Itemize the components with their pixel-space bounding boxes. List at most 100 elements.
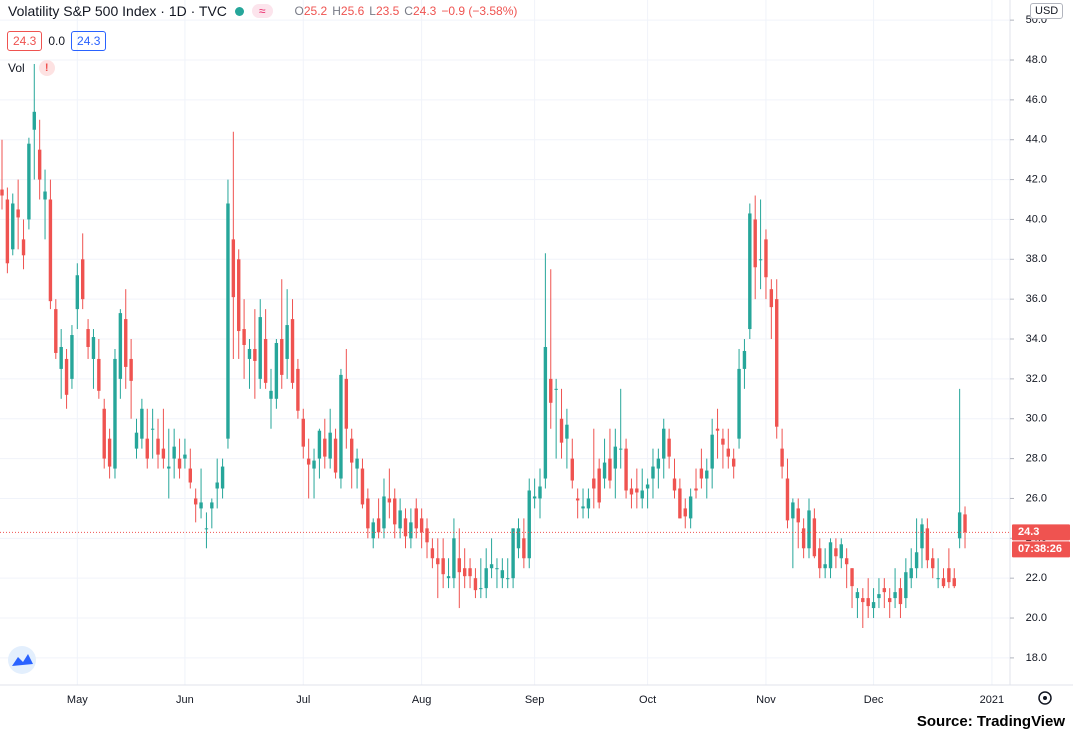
candle-body — [629, 488, 634, 495]
candle-body — [753, 219, 757, 268]
candle-body — [619, 448, 623, 450]
candle-body — [419, 518, 424, 533]
candle-body — [16, 209, 20, 218]
candle-body — [602, 462, 607, 479]
candle-body — [188, 468, 192, 483]
candle-body — [801, 528, 806, 549]
candle-body — [172, 446, 176, 459]
currency[interactable]: USD — [1030, 3, 1064, 19]
candle-body — [446, 576, 451, 579]
candle-body — [941, 578, 946, 587]
y-tick-label: 38.0 — [1026, 253, 1047, 265]
candle-body — [70, 335, 74, 379]
candle-body — [344, 378, 349, 429]
candle-body — [398, 510, 402, 529]
bid[interactable]: 24.3 — [7, 31, 43, 51]
candle-body — [791, 502, 795, 519]
candle-body — [834, 548, 838, 557]
settings-icon[interactable] — [1038, 691, 1052, 705]
y-tick-label: 32.0 — [1026, 373, 1047, 385]
candle-body — [296, 368, 300, 411]
candle-body — [855, 592, 860, 599]
x-tick-label: 2021 — [980, 694, 1004, 706]
candle-body — [457, 558, 461, 573]
candle-body — [150, 428, 155, 430]
x-tick-label: Sep — [525, 694, 545, 706]
candle-body — [769, 289, 774, 308]
market-status — [234, 6, 244, 16]
candle-body — [575, 498, 580, 501]
candle-body — [914, 552, 919, 569]
countdown-tag — [1012, 541, 1070, 558]
candle-body — [893, 592, 897, 599]
candle-body — [904, 572, 908, 599]
quote-row: 24.3 0.0 24.3 — [7, 31, 107, 51]
candle-body — [785, 478, 790, 521]
candle-body — [473, 578, 478, 591]
candle-body — [161, 448, 166, 459]
y-tick-label: 26.0 — [1026, 492, 1047, 504]
candle-body — [274, 342, 279, 399]
x-tick-label: Dec — [864, 694, 884, 706]
warning-icon[interactable]: ! — [38, 60, 55, 76]
candle-body — [780, 448, 784, 467]
candle-body — [559, 418, 564, 443]
x-tick-label: Oct — [639, 694, 656, 706]
candle-body — [253, 348, 257, 361]
volume-label[interactable]: Vol — [8, 61, 25, 75]
candle-body — [667, 438, 671, 457]
candle-body — [145, 438, 149, 459]
candle-body — [107, 438, 112, 467]
candle-body — [721, 438, 725, 445]
candle-body — [21, 239, 26, 256]
candle-body — [328, 432, 332, 459]
compare-icon[interactable]: ≈ — [251, 4, 273, 18]
candle-body — [624, 448, 628, 491]
candle-body — [43, 191, 47, 200]
ask[interactable]: 24.3 — [71, 31, 107, 51]
y-tick-label: 20.0 — [1026, 612, 1047, 624]
candle-body — [0, 189, 4, 196]
ohlc-legend: O25.2 H25.6 L23.5 C24.3 −0.9 (−3.58%) — [295, 4, 518, 18]
candle-body — [247, 348, 252, 359]
candle-body — [688, 496, 693, 519]
y-tick-label: 36.0 — [1026, 293, 1047, 305]
candle-body — [280, 339, 284, 375]
candle-body — [220, 466, 225, 489]
candle-body — [672, 478, 677, 491]
candle-body — [129, 358, 133, 381]
candle-body — [489, 564, 494, 569]
candle-body — [586, 498, 591, 509]
source: Source: TradingView — [916, 713, 1065, 730]
candle-body — [554, 388, 558, 390]
candle-body — [705, 470, 709, 479]
y-tick-label: 48.0 — [1026, 54, 1047, 66]
candle-body — [312, 460, 316, 469]
candle-body — [81, 259, 85, 300]
candle-body — [5, 199, 10, 264]
candle-body — [742, 350, 747, 369]
candle-body — [807, 510, 811, 549]
candle-body — [527, 490, 531, 559]
candle-body — [715, 428, 720, 431]
candle-body — [333, 438, 338, 473]
candle-body — [409, 522, 413, 539]
candle-body — [957, 512, 962, 539]
symbol-title[interactable]: Volatility S&P 500 Index · 1D · TVC — [8, 3, 227, 19]
candle-body — [861, 598, 865, 603]
candle-body — [301, 418, 305, 447]
candle-body — [613, 446, 618, 469]
ohlc-value: 23.5 — [375, 4, 400, 18]
candle-body — [694, 488, 698, 491]
candle-body — [532, 496, 537, 499]
candle-body — [193, 498, 198, 505]
candle-body — [656, 458, 661, 469]
candle-body — [468, 568, 472, 577]
candle-body — [242, 329, 246, 345]
candle-body — [199, 502, 203, 509]
ohlc-value: 24.3 — [412, 4, 437, 18]
candle-body — [516, 528, 521, 549]
candle-body — [64, 358, 69, 395]
candle-body — [549, 378, 553, 403]
candle-body — [506, 578, 510, 580]
